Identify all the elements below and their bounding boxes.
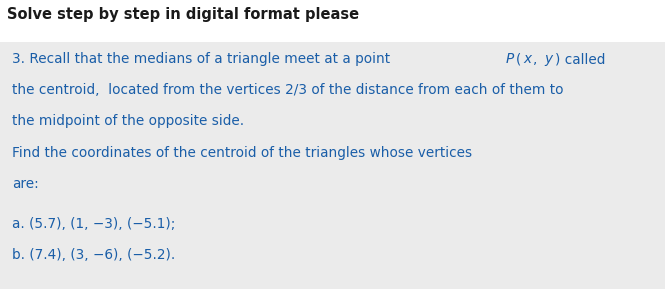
Text: the midpoint of the opposite side.: the midpoint of the opposite side. bbox=[12, 114, 244, 128]
FancyBboxPatch shape bbox=[0, 42, 665, 289]
Text: b. (7.4), (3, −6), (−5.2).: b. (7.4), (3, −6), (−5.2). bbox=[12, 248, 175, 262]
Text: ,: , bbox=[533, 52, 542, 66]
Text: the centroid,  located from the vertices 2/3 of the distance from each of them t: the centroid, located from the vertices … bbox=[12, 83, 563, 97]
Text: (: ( bbox=[516, 52, 521, 66]
Text: Solve step by step in digital format please: Solve step by step in digital format ple… bbox=[7, 7, 359, 22]
Text: Find the coordinates of the centroid of the triangles whose vertices: Find the coordinates of the centroid of … bbox=[12, 146, 472, 160]
Text: x: x bbox=[523, 52, 531, 66]
Text: y: y bbox=[545, 52, 553, 66]
Text: a. (5.7), (1, −3), (−5.1);: a. (5.7), (1, −3), (−5.1); bbox=[12, 217, 176, 231]
Text: 3. Recall that the medians of a triangle meet at a point: 3. Recall that the medians of a triangle… bbox=[12, 52, 394, 66]
Text: ) called: ) called bbox=[555, 52, 606, 66]
Text: are:: are: bbox=[12, 177, 39, 191]
Text: P: P bbox=[505, 52, 514, 66]
